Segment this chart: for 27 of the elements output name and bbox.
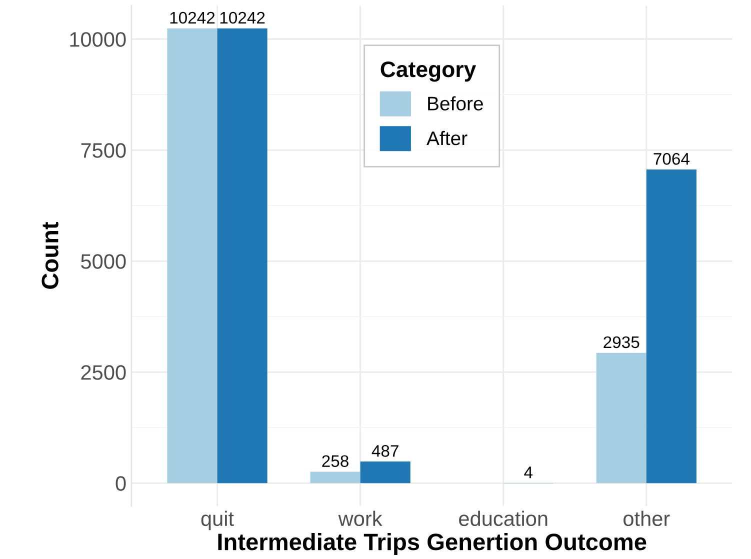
- data-label: 10242: [170, 12, 215, 24]
- bar: [310, 472, 360, 484]
- data-label: 10242: [220, 12, 265, 24]
- y-axis-title: Count: [42, 222, 58, 289]
- bar: [646, 169, 696, 484]
- legend-label: After: [426, 130, 468, 146]
- data-label: 7064: [654, 152, 690, 165]
- bar: [167, 28, 218, 484]
- y-tick-label: 0: [116, 476, 126, 491]
- y-tick-label: 2500: [81, 365, 126, 380]
- x-tick-label: other: [624, 510, 670, 526]
- x-axis-title: Intermediate Trips Genertion Outcome: [218, 532, 646, 555]
- data-label: 258: [322, 455, 348, 468]
- y-tick-label: 7500: [81, 143, 126, 158]
- data-label: 487: [372, 445, 398, 457]
- bar: [217, 28, 268, 484]
- data-label: 4: [524, 466, 533, 478]
- data-label: 2935: [604, 336, 640, 348]
- x-tick-label: education: [459, 510, 548, 526]
- bar: [360, 462, 410, 484]
- x-tick-label: work: [338, 510, 382, 526]
- x-tick-label: quit: [201, 510, 234, 530]
- y-tick-label: 10000: [70, 32, 126, 47]
- y-tick-label: 5000: [81, 254, 126, 269]
- bar: [596, 352, 646, 484]
- legend-title: Category: [380, 61, 476, 82]
- legend-label: Before: [428, 96, 483, 110]
